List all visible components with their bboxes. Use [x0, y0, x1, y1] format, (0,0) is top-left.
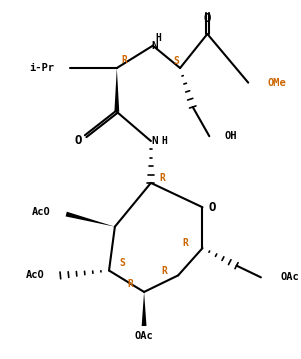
Text: OAc: OAc	[280, 272, 299, 282]
Text: O: O	[209, 201, 216, 214]
Text: OAc: OAc	[135, 331, 154, 341]
Text: OH: OH	[225, 131, 237, 141]
Text: AcO: AcO	[32, 207, 51, 217]
Text: R: R	[182, 238, 188, 248]
Text: H: H	[162, 136, 167, 146]
Text: R: R	[160, 173, 166, 183]
Polygon shape	[142, 292, 147, 326]
Text: O: O	[74, 134, 82, 146]
Text: N: N	[151, 136, 158, 146]
Text: R: R	[122, 55, 128, 65]
Text: H: H	[156, 33, 162, 43]
Text: OMe: OMe	[268, 78, 287, 88]
Polygon shape	[66, 212, 115, 227]
Text: AcO: AcO	[26, 270, 45, 280]
Text: O: O	[203, 12, 211, 25]
Text: i-Pr: i-Pr	[29, 63, 54, 73]
Polygon shape	[114, 68, 119, 112]
Text: S: S	[120, 258, 126, 268]
Text: N: N	[151, 41, 158, 51]
Text: R: R	[128, 279, 133, 289]
Text: S: S	[173, 56, 179, 66]
Text: R: R	[162, 266, 167, 275]
